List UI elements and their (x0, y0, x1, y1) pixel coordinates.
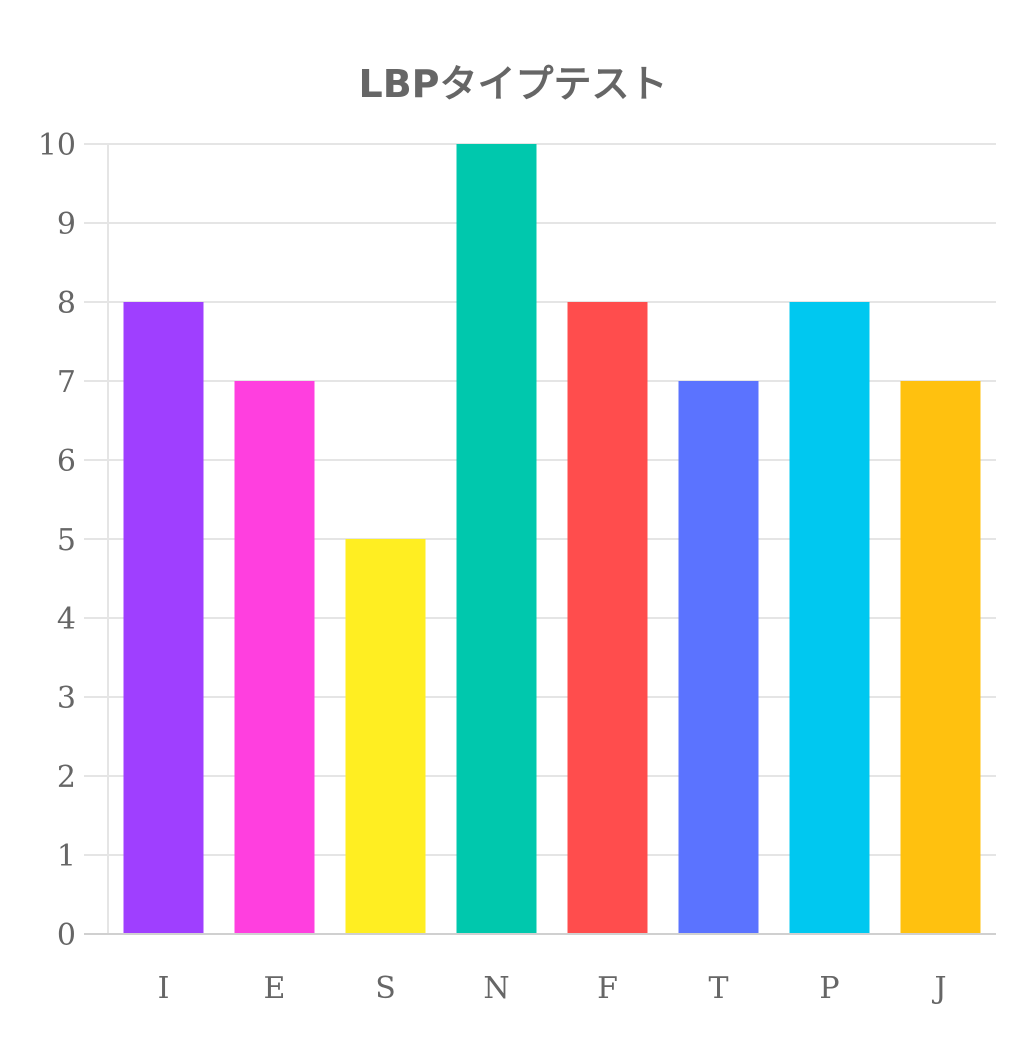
bar-e (234, 381, 315, 934)
y-tick-label: 2 (57, 760, 76, 795)
chart-title: LBPタイプテスト (358, 62, 667, 106)
y-tick-label: 6 (57, 444, 76, 479)
y-tick-label: 5 (57, 523, 76, 558)
y-tick-label: 8 (57, 286, 76, 321)
bar-f (567, 302, 648, 934)
x-tick-label: T (708, 971, 728, 1006)
axes (84, 144, 996, 935)
bar-t (678, 381, 759, 934)
bars (123, 144, 981, 934)
y-tick-label: 1 (57, 839, 76, 874)
x-tick-label: E (264, 971, 286, 1006)
y-tick-label: 0 (57, 918, 76, 953)
y-tick-label: 3 (57, 681, 76, 716)
y-tick-label: 9 (57, 207, 76, 242)
x-tick-label: N (483, 971, 509, 1006)
bar-j (900, 381, 981, 934)
x-tick-label: P (819, 971, 839, 1006)
y-tick-label: 10 (38, 128, 76, 163)
bar-s (345, 539, 426, 934)
bar-p (789, 302, 870, 934)
bar-n (456, 144, 537, 934)
y-axis-ticks: 0 1 2 3 4 5 6 7 8 9 10 (38, 128, 76, 953)
x-tick-label: I (158, 971, 170, 1006)
x-tick-label: F (597, 971, 618, 1006)
y-tick-label: 4 (57, 602, 76, 637)
y-tick-label: 7 (57, 365, 76, 400)
x-tick-label: J (931, 971, 946, 1006)
bar-i (123, 302, 204, 934)
x-tick-label: S (375, 971, 396, 1006)
